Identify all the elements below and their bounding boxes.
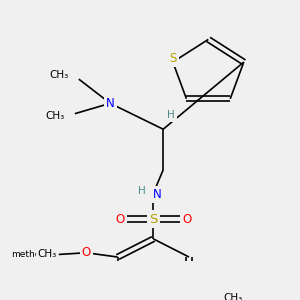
- Text: CH₃: CH₃: [46, 111, 65, 121]
- Text: O: O: [182, 212, 191, 226]
- Text: H: H: [138, 186, 146, 197]
- Text: N: N: [153, 188, 162, 201]
- Text: CH₃: CH₃: [50, 70, 69, 80]
- Text: O: O: [82, 246, 91, 259]
- Text: CH₃: CH₃: [224, 292, 243, 300]
- Text: methoxy: methoxy: [11, 250, 51, 259]
- Text: N: N: [106, 97, 115, 110]
- Text: H: H: [167, 110, 175, 120]
- Text: O: O: [116, 212, 124, 226]
- Text: S: S: [169, 52, 177, 65]
- Text: CH₃: CH₃: [38, 250, 57, 260]
- Text: S: S: [149, 212, 158, 226]
